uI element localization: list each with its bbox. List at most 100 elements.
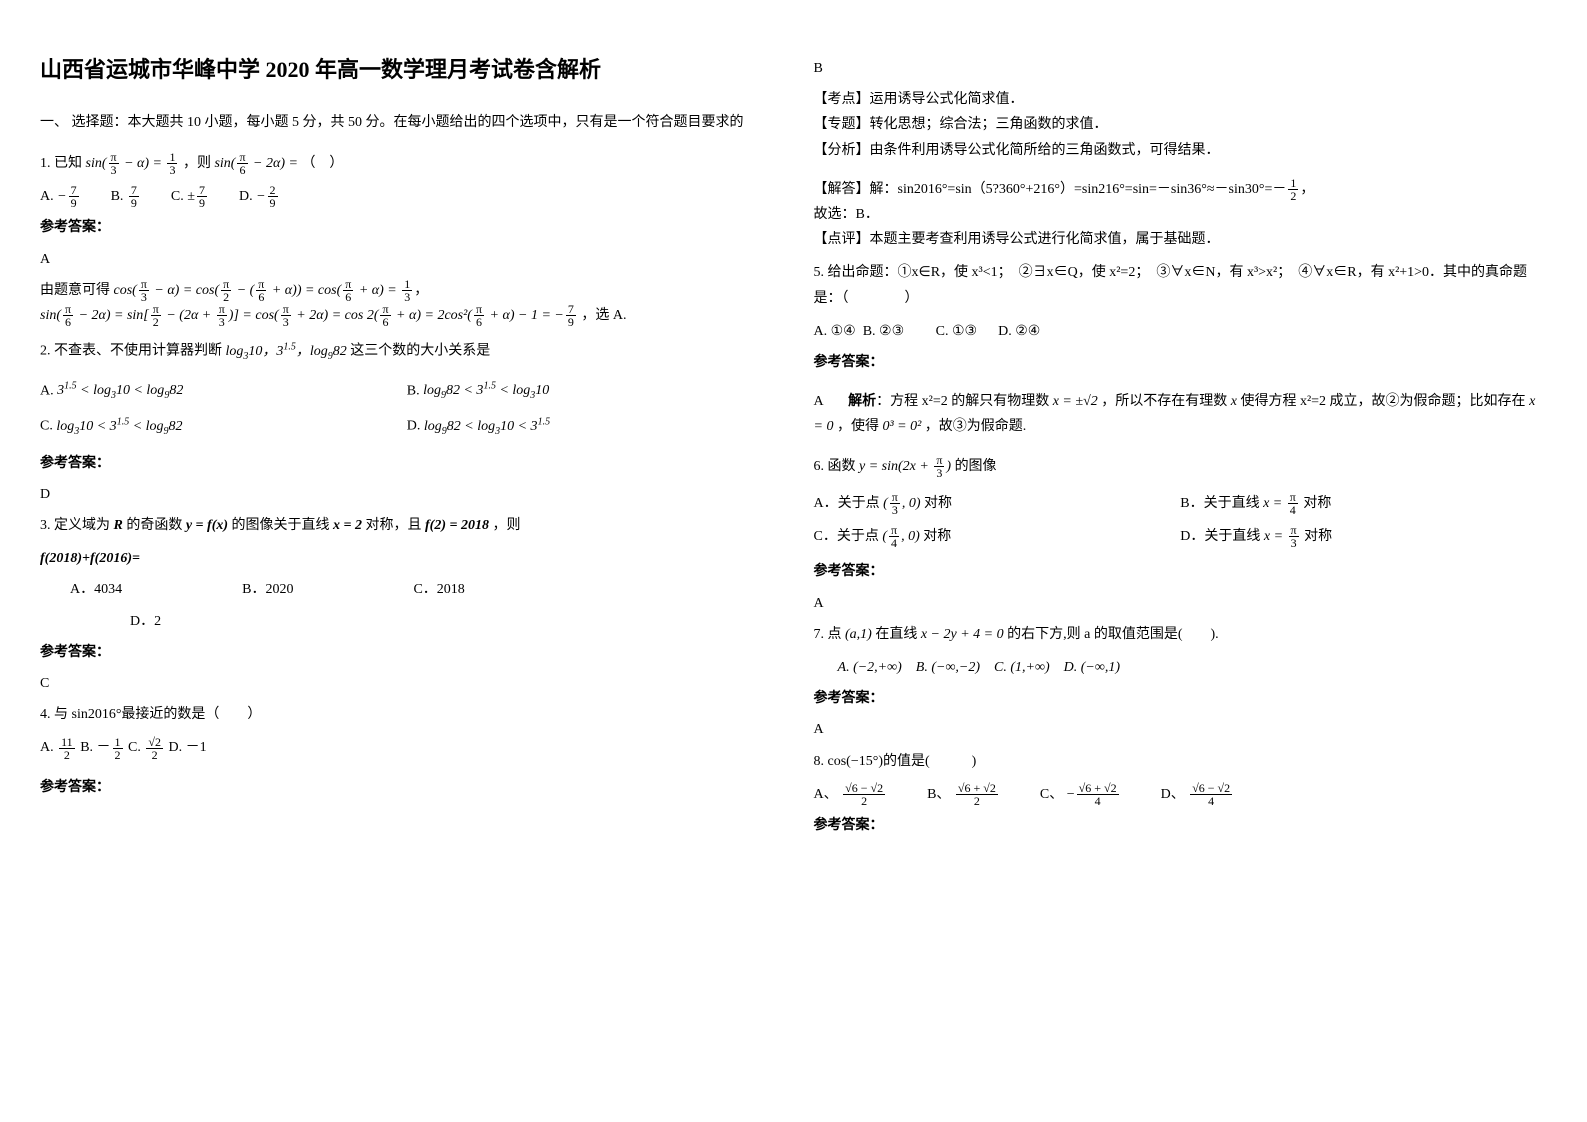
- q3-stem-c: 的图像关于直线: [232, 518, 330, 533]
- q6-optD-a: D．关于直线: [1180, 529, 1260, 544]
- q8-optB-lbl: B、: [927, 787, 950, 802]
- section-intro: 一、 选择题：本大题共 10 小题，每小题 5 分，共 50 分。在每小题给出的…: [40, 110, 774, 135]
- q2-optA-lbl: A.: [40, 383, 54, 398]
- q1-optD-label: D.: [239, 189, 253, 204]
- q4-zt-text: 转化思想；综合法；三角函数的求值．: [870, 117, 1108, 132]
- question-8: 8. cos(−15°)的值是( ): [814, 749, 1548, 774]
- q1-explain-prefix: 由题意可得: [40, 283, 110, 298]
- q2-tail: 这三个数的大小关系是: [350, 344, 490, 359]
- q5-explain-mid2: ，使得: [837, 419, 879, 434]
- q4-kd: 【考点】运用诱导公式化简求值．: [814, 87, 1548, 112]
- question-4: 4. 与 sin2016°最接近的数是（ ）: [40, 702, 774, 727]
- q5-ans: A: [814, 394, 824, 409]
- q5-optD: D. ②④: [998, 324, 1040, 339]
- q3-options-row2: D．2: [130, 609, 774, 634]
- q4-fx-label: 【分析】: [814, 143, 870, 158]
- q7-options: A. (−2,+∞) B. (−∞,−2) C. (1,+∞) D. (−∞,1…: [838, 655, 1548, 680]
- q1-explain-line1: 由题意可得 cos(π3 − α) = cos(π2 − (π6 + α)) =…: [40, 278, 774, 303]
- q1-explain-tail: ，选 A.: [581, 308, 626, 323]
- q5-explain: A 解析：方程 x²=2 的解只有物理数 x = ±√2 ，所以不存在有理数 x…: [814, 389, 1548, 439]
- q5-explain-mid: ，所以不存在有理数: [1101, 394, 1227, 409]
- q4-options: A. 112 B. －12 C. √22 D. －1: [40, 735, 774, 760]
- q3-ans: C: [40, 671, 774, 696]
- q2-options: A. 31.5 < log310 < log982 B. log982 < 31…: [40, 374, 774, 445]
- q4-kd-text: 运用诱导公式化简求值．: [870, 92, 1024, 107]
- q3-line2: f(2018)+f(2016)=: [40, 546, 774, 571]
- q7-stem-c: 的右下方,则 a 的取值范围是( ).: [1007, 627, 1219, 642]
- q4-jd-tail: ，: [1300, 182, 1314, 197]
- q6-options: A．关于点 (π3, 0) 对称 B．关于直线 x = π4 对称 C．关于点 …: [814, 487, 1548, 554]
- question-3: 3. 定义域为 R 的奇函数 y = f(x) 的图像关于直线 x = 2 对称…: [40, 513, 774, 538]
- q6-optC-b: 对称: [923, 529, 951, 544]
- q1-optB-label: B.: [111, 189, 124, 204]
- q5-explain-tail2: ，故③为假命题.: [925, 419, 1027, 434]
- q1-ans: A: [40, 247, 774, 272]
- q4-optB-sign: －: [97, 740, 111, 755]
- q4-jd-text: 解：sin2016°=sin（5?360°+216°）=sin216°=sin=…: [870, 182, 1287, 197]
- q4-dp-text: 本题主要考查利用诱导公式进行化简求值，属于基础题．: [870, 232, 1220, 247]
- q8-optD-lbl: D、: [1161, 787, 1185, 802]
- q3-stem-a: 3. 定义域为: [40, 518, 110, 533]
- q1-expr2: sin(π6 − 2α) =: [214, 156, 297, 171]
- q7-stem-b: 在直线: [875, 627, 917, 642]
- q1-tail: （ ）: [301, 156, 343, 171]
- q2-optC-lbl: C.: [40, 419, 53, 434]
- q3-stem-d: 对称，且: [366, 518, 422, 533]
- q4-jd-label: 【解答】: [814, 182, 870, 197]
- q6-stem-b: 的图像: [955, 459, 997, 474]
- q7-optB: B. (−∞,−2): [916, 660, 980, 675]
- question-1: 1. 已知 sin(π3 − α) = 13 ，则 sin(π6 − 2α) =…: [40, 151, 774, 176]
- q6-optA-a: A．关于点: [814, 496, 880, 511]
- q3-stem-e: ，则: [492, 518, 520, 533]
- q2-stem: 2. 不查表、不使用计算器判断: [40, 344, 222, 359]
- q4-gx: 故选：B．: [814, 202, 1548, 227]
- q3-options-row1: A．4034 B．2020 C．2018: [70, 577, 774, 602]
- q5-explain-label: 解析: [848, 394, 876, 409]
- q5-optB: B. ②③: [863, 324, 904, 339]
- q6-optB-a: B．关于直线: [1180, 496, 1259, 511]
- question-7: 7. 点 (a,1) 在直线 x − 2y + 4 = 0 的右下方,则 a 的…: [814, 622, 1548, 647]
- q4-zt: 【专题】转化思想；综合法；三角函数的求值．: [814, 112, 1548, 137]
- q1-ref: 参考答案：: [40, 215, 774, 240]
- q1-options: A. −79 B. 79 C. ±79 D. −29: [40, 184, 774, 209]
- q1-explain-line2: sin(π6 − 2α) = sin[π2 − (2α + π3)] = cos…: [40, 303, 774, 328]
- q7-ans: A: [814, 717, 1548, 742]
- q6-stem-a: 6. 函数: [814, 459, 856, 474]
- q4-dp: 【点评】本题主要考查利用诱导公式进行化简求值，属于基础题．: [814, 227, 1548, 252]
- q4-optD-lbl: D.: [168, 740, 185, 755]
- q6-optD-b: 对称: [1304, 529, 1332, 544]
- q5-explain-tail: 使得方程 x²=2 成立，故②为假命题；比如存在: [1240, 394, 1525, 409]
- q5-optC: C. ①③: [936, 324, 977, 339]
- q4-ans: B: [814, 56, 1548, 81]
- q6-optC-a: C．关于点: [814, 529, 879, 544]
- q4-kd-label: 【考点】: [814, 92, 870, 107]
- q1-expr1: sin(π3 − α) = 13: [86, 156, 180, 171]
- q2-ans: D: [40, 482, 774, 507]
- q4-zt-label: 【专题】: [814, 117, 870, 132]
- q1-stem-suffix: ，则: [183, 156, 211, 171]
- q4-optC-lbl: C.: [128, 740, 141, 755]
- q7-optD: D. (−∞,1): [1064, 660, 1120, 675]
- q8-options: A、 √6 − √22 B、 √6 + √22 C、 −√6 + √24 D、 …: [814, 782, 1548, 807]
- q2-optB-lbl: B.: [407, 383, 420, 398]
- q7-stem-a: 7. 点: [814, 627, 842, 642]
- q5-options: A. ①④ B. ②③ C. ①③ D. ②④: [814, 319, 1548, 344]
- q6-ans: A: [814, 591, 1548, 616]
- q1-optC-label: C.: [171, 189, 184, 204]
- q3-ref: 参考答案：: [40, 640, 774, 665]
- q5-explain-a: ：方程 x²=2 的解只有物理数: [876, 394, 1049, 409]
- q3-optB: B．2020: [242, 577, 293, 602]
- q1-optA-label: A.: [40, 189, 54, 204]
- question-2: 2. 不查表、不使用计算器判断 log310，31.5，log982 这三个数的…: [40, 338, 774, 365]
- q4-optB-lbl: B.: [80, 740, 96, 755]
- q8-optC-lbl: C、: [1040, 787, 1063, 802]
- q7-optC: C. (1,+∞): [994, 660, 1050, 675]
- q4-optA-lbl: A.: [40, 740, 54, 755]
- q6-optA-b: 对称: [924, 496, 952, 511]
- q4-ref: 参考答案：: [40, 775, 774, 800]
- q6-ref: 参考答案：: [814, 559, 1548, 584]
- q1-stem-prefix: 1. 已知: [40, 156, 82, 171]
- q8-ref: 参考答案：: [814, 813, 1548, 838]
- q2-ref: 参考答案：: [40, 451, 774, 476]
- question-6: 6. 函数 y = sin(2x + π3) 的图像: [814, 454, 1548, 479]
